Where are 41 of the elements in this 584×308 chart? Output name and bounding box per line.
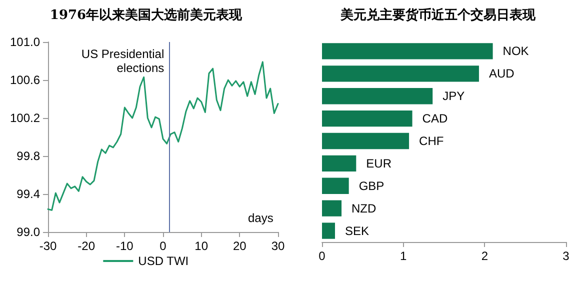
x-tick-label: 2: [481, 249, 488, 263]
bar: [322, 88, 433, 104]
bar: [322, 43, 493, 60]
x-tick-label: -30: [39, 239, 57, 253]
y-tick-label: 99.8: [16, 149, 40, 163]
y-tick-label: EUR: [366, 156, 392, 170]
y-tick-label: 99.4: [16, 187, 40, 201]
y-tick-label: 100.2: [10, 111, 40, 125]
ref-line-label: US Presidential elections: [81, 47, 164, 75]
y-tick-label: GBP: [358, 178, 384, 193]
x-tick-label: 10: [194, 239, 208, 253]
x-tick-label: 0: [160, 239, 167, 253]
line-series: [47, 61, 279, 211]
x-tick-label: 0: [318, 249, 326, 263]
bar: [322, 155, 356, 172]
bar: [322, 178, 349, 194]
y-tick-label: 101.0: [10, 35, 40, 49]
y-tick-label: CHF: [419, 134, 444, 148]
x-tick-label: -20: [78, 239, 96, 253]
y-tick-label: NOK: [502, 44, 529, 58]
legend-label: USD TWI: [138, 254, 189, 268]
x-tick-label: 20: [232, 239, 247, 253]
x-tick-label: 30: [271, 239, 285, 253]
y-tick-label: JPY: [442, 89, 465, 104]
chart-title: 1976年以来美国大选前美元表现: [50, 7, 244, 23]
x-tick-label: 3: [562, 249, 570, 263]
bar: [322, 222, 336, 239]
x-tick-label: -10: [116, 239, 134, 253]
bar: [322, 132, 410, 150]
y-tick-label: 100.6: [10, 73, 40, 87]
bar: [322, 110, 412, 127]
x-tick-label: 1: [400, 249, 407, 263]
y-tick-label: CAD: [422, 112, 448, 126]
y-tick-label: SEK: [345, 224, 370, 238]
bar: [322, 200, 342, 216]
x-axis-title: days: [248, 211, 274, 225]
y-tick-label: AUD: [488, 66, 515, 81]
bar: [322, 66, 479, 82]
y-tick-label: 99.0: [16, 225, 40, 239]
chart-title: 美元兑主要货币近五个交易日表现: [340, 7, 536, 23]
y-tick-label: NZD: [352, 201, 377, 216]
